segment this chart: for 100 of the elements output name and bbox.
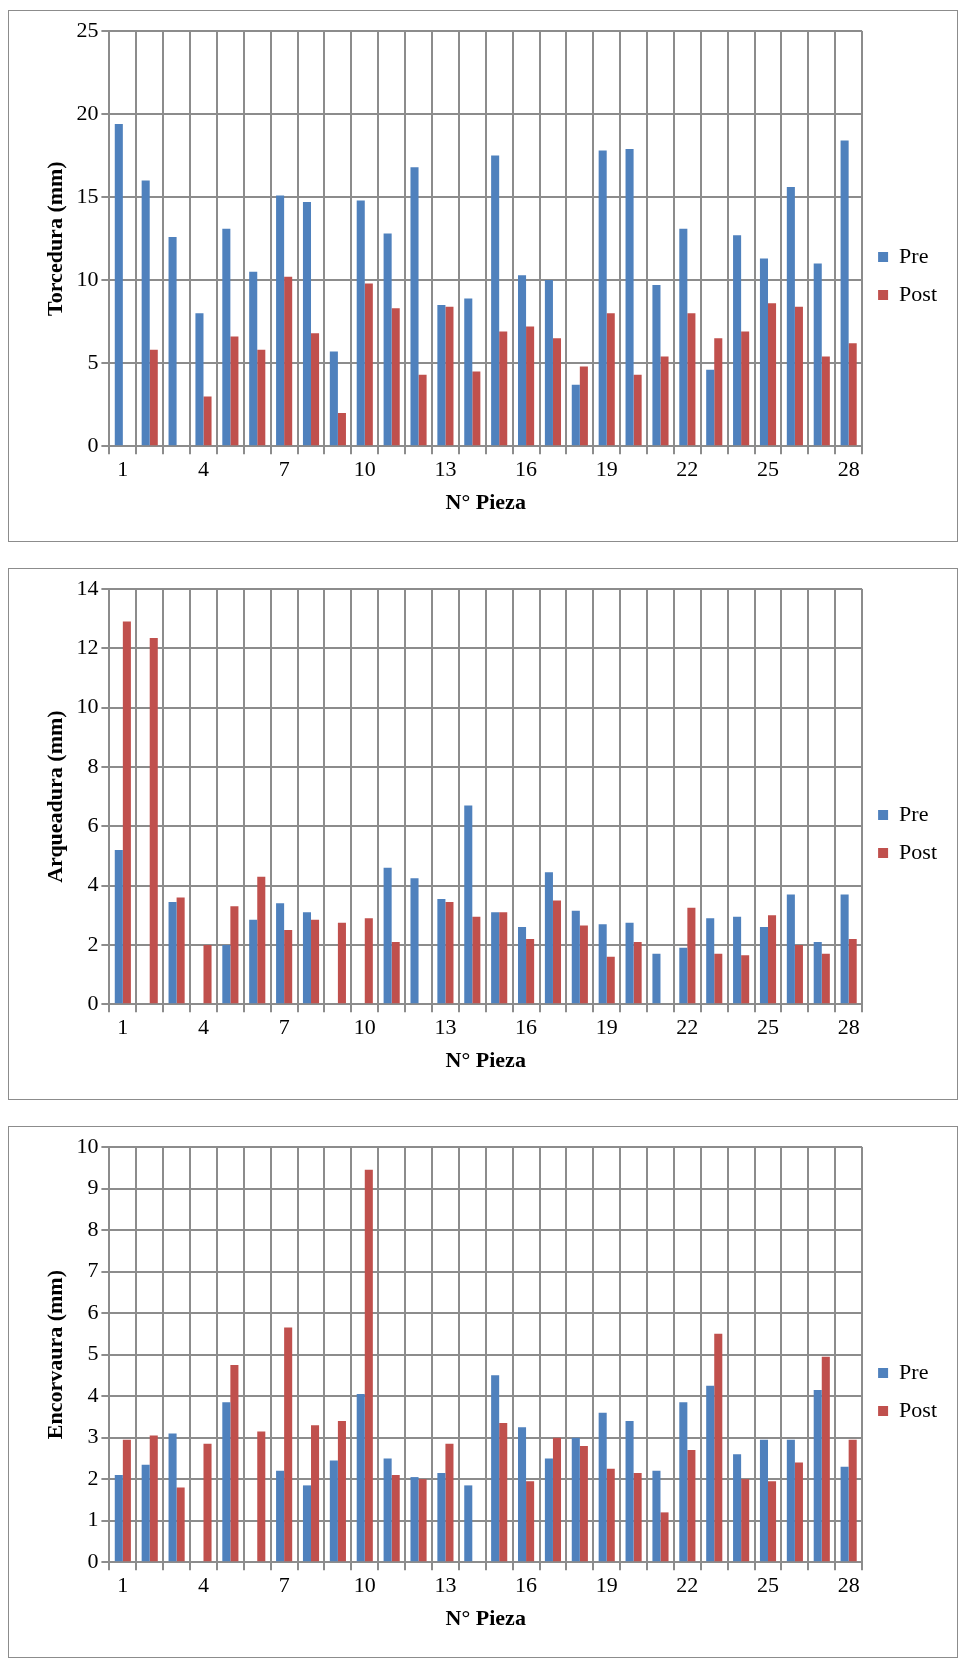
legend-label: Pre [899,800,929,826]
bar [195,313,204,446]
bar [552,1437,562,1562]
bar [714,1333,723,1562]
bar [813,263,822,446]
bar [679,1402,688,1562]
y-axis-title: Torcedura (mm) [41,161,67,316]
bar [418,1479,427,1562]
bar [625,148,634,446]
y-tick-label: 8 [87,752,99,778]
bar [445,901,454,1004]
bar [571,1437,580,1562]
bar [679,947,688,1004]
bar [768,915,777,1004]
bar [249,271,258,446]
bar [383,1458,392,1562]
x-tick-label: 4 [197,1014,209,1040]
bar [840,894,849,1004]
x-tick-label: 1 [117,1014,129,1040]
x-axis-title: N° Pieza [445,489,526,515]
bar [464,805,473,1004]
bar [706,918,715,1004]
x-tick-label: 28 [837,1572,860,1598]
x-tick-label: 13 [434,1014,457,1040]
bar [821,1356,830,1562]
bar [203,396,212,446]
y-tick-label: 10 [76,693,99,719]
bar [491,1375,500,1562]
legend-label: Post [899,1396,938,1422]
bar [499,912,508,1004]
bar [418,374,427,446]
bar [122,1439,131,1562]
bar [276,1470,285,1562]
x-axis-title: N° Pieza [445,1047,526,1073]
bar [149,637,158,1004]
bar [579,925,588,1004]
bar [544,872,553,1004]
x-tick-label: 28 [837,1014,860,1040]
bar [364,918,373,1004]
bar [579,366,588,446]
bar [518,275,527,446]
y-tick-label: 4 [87,871,99,897]
bar [168,236,177,446]
bar [329,1460,338,1562]
bar [203,1443,212,1562]
bar [356,1394,365,1562]
bar [114,849,123,1004]
bar [526,326,535,446]
bar [168,1433,177,1562]
bar [168,901,177,1004]
y-tick-label: 3 [87,1423,99,1449]
y-tick-label: 0 [87,989,99,1015]
bar [848,1439,857,1562]
bar [733,916,742,1004]
bar [759,1439,768,1562]
y-tick-label: 20 [76,99,99,125]
bar [472,371,481,446]
x-tick-label: 22 [676,1014,699,1040]
bar [491,155,500,446]
bar [464,1485,473,1562]
bar [257,1431,266,1562]
bar [149,1435,158,1562]
bar [383,867,392,1004]
y-tick-label: 4 [87,1381,99,1407]
x-tick-label: 7 [278,1572,290,1598]
bar [606,313,615,446]
bar [741,331,750,446]
bar [660,1512,669,1562]
x-tick-label: 19 [595,456,618,482]
bar [794,1462,803,1562]
bar [491,912,500,1004]
bar [311,919,320,1004]
bar [687,1450,696,1562]
legend-label: Pre [899,242,929,268]
bar [848,343,857,446]
bar [437,898,446,1004]
x-tick-label: 28 [837,456,860,482]
bar [606,1468,615,1562]
bar [786,1439,795,1562]
y-tick-label: 5 [87,348,99,374]
bar [598,150,607,446]
bar [222,228,231,446]
bar [257,349,266,446]
bar [598,924,607,1004]
y-tick-label: 2 [87,930,99,956]
bar [249,919,258,1004]
x-tick-label: 16 [515,456,538,482]
bar [284,276,293,446]
bar [813,1389,822,1562]
bar [337,1421,346,1562]
bar [302,912,312,1004]
bar [526,938,535,1004]
bar [733,1454,742,1562]
y-tick-label: 8 [87,1215,99,1241]
bar [391,941,400,1004]
bar [410,167,419,446]
x-tick-label: 10 [353,1014,376,1040]
bar [230,336,239,446]
y-tick-label: 0 [87,431,99,457]
bar [848,938,857,1004]
